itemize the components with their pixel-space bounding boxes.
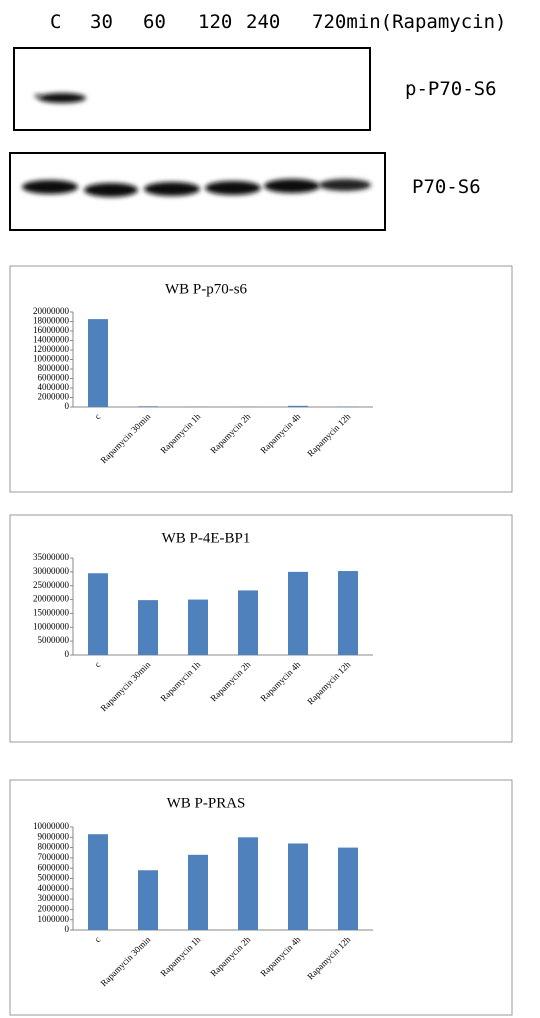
y-tick-label: 10000000 xyxy=(33,354,70,364)
bar xyxy=(88,319,108,407)
bar xyxy=(138,600,158,655)
bar xyxy=(338,848,358,930)
y-tick-label: 4000000 xyxy=(38,883,70,893)
y-tick-label: 7000000 xyxy=(38,852,70,862)
chart: WB P-PRAS 0100000020000003000000400000050… xyxy=(10,780,512,1015)
chart-title: WB P-PRAS xyxy=(167,795,246,811)
lane-label: 240 xyxy=(246,11,280,33)
band xyxy=(22,180,78,194)
band xyxy=(319,179,371,191)
bar xyxy=(138,870,158,930)
bar xyxy=(238,837,258,930)
y-tick-label: 3000000 xyxy=(38,893,70,903)
y-tick-label: 20000000 xyxy=(33,306,70,316)
bar xyxy=(188,600,208,655)
lane-label: 120 xyxy=(198,11,232,33)
y-tick-label: 25000000 xyxy=(33,580,70,590)
y-tick-label: 5000000 xyxy=(38,873,70,883)
y-tick-label: 2000000 xyxy=(38,903,70,913)
chart: WB P-p70-s6 02000000400000060000008000000… xyxy=(10,266,512,492)
bar xyxy=(188,855,208,930)
bar xyxy=(288,572,308,655)
y-tick-label: 6000000 xyxy=(38,862,70,872)
band xyxy=(38,93,86,103)
row-label: P70-S6 xyxy=(412,176,481,198)
band xyxy=(205,181,261,195)
y-tick-label: 30000000 xyxy=(33,566,70,576)
chart-title: WB P-p70-s6 xyxy=(165,281,248,297)
y-tick-label: 8000000 xyxy=(38,842,70,852)
lane-label: 720min(Rapamycin) xyxy=(312,11,506,33)
y-tick-label: 1000000 xyxy=(38,914,70,924)
band xyxy=(144,182,200,196)
bar xyxy=(88,573,108,655)
lane-label: 30 xyxy=(90,11,113,33)
y-tick-label: 2000000 xyxy=(38,392,70,402)
y-tick-label: 9000000 xyxy=(38,831,70,841)
y-tick-label: 15000000 xyxy=(33,607,70,617)
y-tick-label: 0 xyxy=(65,401,70,411)
y-tick-label: 0 xyxy=(65,649,70,659)
y-tick-label: 35000000 xyxy=(33,552,70,562)
lane-label: 60 xyxy=(143,11,166,33)
band xyxy=(34,94,42,98)
y-tick-label: 20000000 xyxy=(33,594,70,604)
chart-frame xyxy=(10,780,512,1015)
y-tick-label: 8000000 xyxy=(38,363,70,373)
y-tick-label: 0 xyxy=(65,924,70,934)
bar xyxy=(238,590,258,655)
y-tick-label: 6000000 xyxy=(38,373,70,383)
figure: C 30 60 120 240 720min(Rapamycin) p-P70-… xyxy=(0,0,540,1018)
chart-frame xyxy=(10,515,512,742)
chart: WB P-4E-BP1 0 5000000 10000000 15000000 20000… xyxy=(10,515,512,742)
y-tick-label: 16000000 xyxy=(33,325,70,335)
bar xyxy=(288,843,308,930)
lane-label: C xyxy=(50,11,61,33)
y-tick-label: 4000000 xyxy=(38,382,70,392)
band xyxy=(264,179,320,193)
y-tick-label: 18000000 xyxy=(33,316,70,326)
bar xyxy=(88,834,108,930)
y-tick-label: 10000000 xyxy=(33,821,70,831)
bar xyxy=(288,406,308,407)
y-tick-label: 5000000 xyxy=(38,635,70,645)
y-tick-label: 10000000 xyxy=(33,621,70,631)
bar xyxy=(338,571,358,655)
bar xyxy=(138,406,158,407)
band xyxy=(84,183,138,197)
chart-title: WB P-4E-BP1 xyxy=(162,530,251,546)
blot: C 30 60 120 240 720min(Rapamycin) p-P70-… xyxy=(10,11,506,230)
chart-frame xyxy=(10,266,512,492)
row-label: p-P70-S6 xyxy=(405,78,497,100)
y-tick-label: 12000000 xyxy=(33,344,70,354)
y-tick-label: 14000000 xyxy=(33,335,70,345)
blot-panel xyxy=(14,48,370,130)
